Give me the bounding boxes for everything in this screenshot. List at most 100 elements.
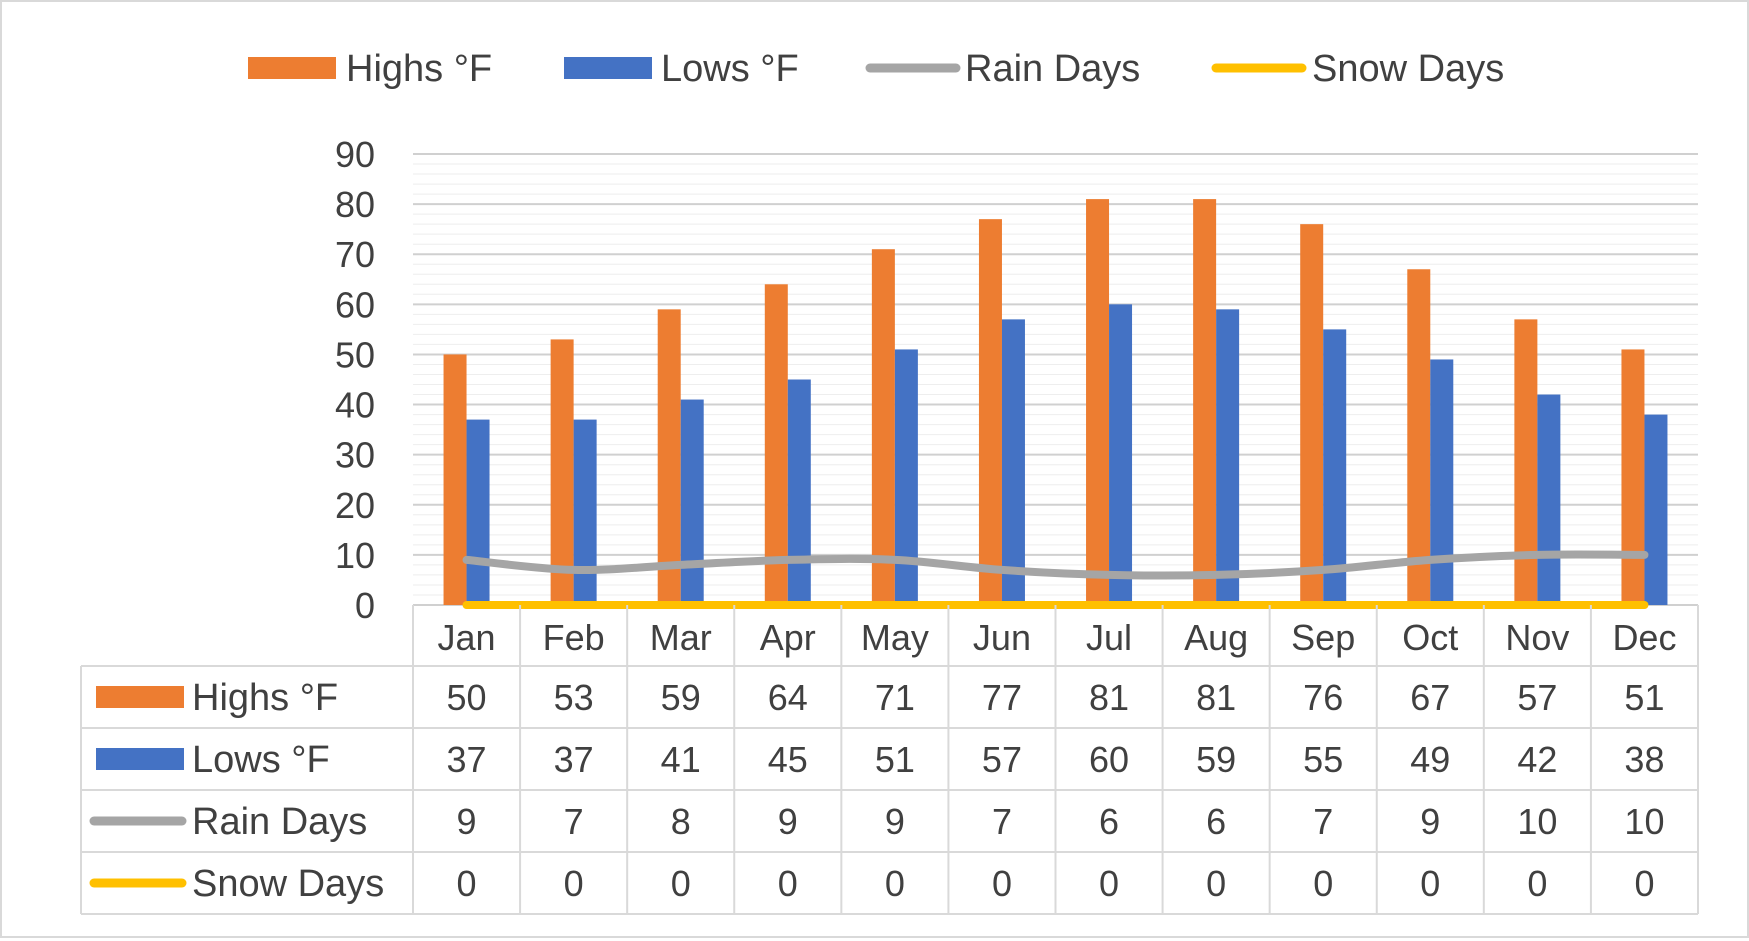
bar-lows-f-mar — [680, 399, 704, 605]
legend-label: Highs °F — [346, 48, 492, 90]
bar-lows-f-may — [894, 349, 918, 605]
bar-lows-f-oct — [1430, 359, 1454, 605]
table-cell-value: 51 — [1624, 677, 1664, 718]
line-rain-days — [462, 550, 1649, 580]
table-cell-value: 0 — [992, 863, 1012, 904]
y-tick-label: 10 — [335, 535, 375, 576]
bar-highs-f-jul — [1086, 199, 1110, 605]
table-cell-value: 38 — [1624, 739, 1664, 780]
table-cell-value: 7 — [1313, 801, 1333, 842]
y-axis: 0 10 20 30 40 50 60 70 80 90 — [335, 134, 375, 626]
table-cell-value: 60 — [1089, 739, 1129, 780]
legend-item-highs-f: Highs °F — [248, 48, 492, 90]
legend: Highs °F Lows °F Rain Days Snow Days — [248, 48, 1504, 90]
bar-lows-f-nov — [1537, 394, 1561, 605]
table-legend-key — [96, 748, 184, 770]
table-cell-value: 6 — [1206, 801, 1226, 842]
y-tick-label: 50 — [335, 334, 375, 375]
table-cell-value: 0 — [1634, 863, 1654, 904]
bar-lows-f-sep — [1323, 329, 1347, 605]
category-label-sep: Sep — [1291, 617, 1355, 658]
bar-highs-f-jan — [443, 354, 467, 605]
category-label-aug: Aug — [1184, 617, 1248, 658]
table-cell-value: 10 — [1624, 801, 1664, 842]
table-cell-value: 59 — [1196, 739, 1236, 780]
table-cell-value: 50 — [447, 677, 487, 718]
y-tick-label: 40 — [335, 385, 375, 426]
table-cell-value: 37 — [554, 739, 594, 780]
table-cell-value: 7 — [992, 801, 1012, 842]
bar-lows-f-apr — [787, 379, 811, 605]
table-cell-value: 8 — [671, 801, 691, 842]
plot-area — [443, 199, 1668, 609]
table-row-highs-f: Highs °F 50 53 59 64 71 77 81 81 76 67 57 51 — [96, 677, 1664, 719]
legend-item-rain-days: Rain Days — [865, 48, 1140, 90]
table-cell-value: 57 — [982, 739, 1022, 780]
table-cell-value: 64 — [768, 677, 808, 718]
category-label-oct: Oct — [1402, 617, 1458, 658]
bar-highs-f-aug — [1193, 199, 1217, 605]
legend-label: Rain Days — [965, 48, 1140, 90]
y-tick-label: 0 — [355, 585, 375, 626]
table-cell-value: 51 — [875, 739, 915, 780]
table-cell-value: 7 — [564, 801, 584, 842]
gridlines — [413, 153, 1698, 606]
table-cell-value: 41 — [661, 739, 701, 780]
bar-highs-f-jun — [978, 219, 1002, 605]
table-cell-value: 6 — [1099, 801, 1119, 842]
table-cell-value: 71 — [875, 677, 915, 718]
table-cell-value: 0 — [1420, 863, 1440, 904]
bar-lows-f-jan — [466, 419, 490, 605]
y-tick-label: 30 — [335, 435, 375, 476]
y-tick-label: 70 — [335, 234, 375, 275]
bar-highs-f-oct — [1407, 269, 1431, 605]
data-table: Jan Feb Mar Apr May Jun Jul Aug Sep Oct Nov Dec High… — [80, 605, 1699, 915]
bar-lows-f-aug — [1216, 309, 1240, 605]
bar-highs-f-may — [871, 249, 895, 605]
bar-lows-f-dec — [1644, 414, 1668, 605]
category-label-apr: Apr — [760, 617, 816, 658]
y-tick-label: 60 — [335, 284, 375, 325]
table-cell-value: 53 — [554, 677, 594, 718]
table-row-label: Snow Days — [192, 863, 384, 905]
legend-label: Lows °F — [661, 48, 799, 90]
legend-item-snow-days: Snow Days — [1211, 48, 1504, 90]
bar-lows-f-jul — [1109, 304, 1133, 605]
bar-highs-f-apr — [764, 284, 788, 605]
category-label-may: May — [861, 617, 929, 658]
bar-highs-f-nov — [1514, 319, 1538, 605]
legend-swatch — [248, 57, 336, 79]
table-row-rain-days: Rain Days 9 7 8 9 9 7 6 6 7 9 10 10 — [89, 801, 1664, 843]
category-label-jul: Jul — [1086, 617, 1132, 658]
table-cell-value: 81 — [1089, 677, 1129, 718]
legend-swatch — [564, 57, 652, 79]
table-cell-value: 49 — [1410, 739, 1450, 780]
table-cell-value: 0 — [564, 863, 584, 904]
table-cell-value: 9 — [457, 801, 477, 842]
bar-highs-f-mar — [657, 309, 681, 605]
table-cell-value: 0 — [778, 863, 798, 904]
table-cell-value: 10 — [1517, 801, 1557, 842]
table-cell-value: 0 — [457, 863, 477, 904]
table-row-label: Lows °F — [192, 739, 330, 781]
legend-label: Snow Days — [1312, 48, 1504, 90]
table-cell-value: 0 — [1206, 863, 1226, 904]
bar-highs-f-feb — [550, 339, 574, 605]
table-cell-value: 77 — [982, 677, 1022, 718]
table-cell-value: 9 — [1420, 801, 1440, 842]
table-cell-value: 0 — [885, 863, 905, 904]
table-cell-value: 59 — [661, 677, 701, 718]
table-cell-value: 0 — [1313, 863, 1333, 904]
bar-lows-f-jun — [1001, 319, 1025, 605]
table-cell-value: 0 — [1099, 863, 1119, 904]
table-cell-value: 57 — [1517, 677, 1557, 718]
bar-lows-f-feb — [573, 419, 597, 605]
table-cell-value: 0 — [671, 863, 691, 904]
table-row-label: Rain Days — [192, 801, 367, 843]
legend-item-lows-f: Lows °F — [564, 48, 799, 90]
y-tick-label: 20 — [335, 485, 375, 526]
table-cell-value: 55 — [1303, 739, 1343, 780]
table-cell-value: 45 — [768, 739, 808, 780]
